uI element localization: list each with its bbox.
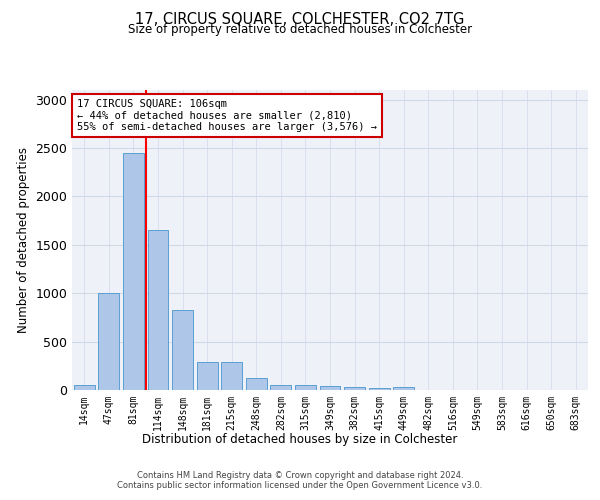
Bar	[123, 153, 144, 390]
Bar	[295, 385, 316, 390]
Bar	[98, 293, 119, 390]
Bar	[74, 385, 95, 390]
Text: 17, CIRCUS SQUARE, COLCHESTER, CO2 7TG: 17, CIRCUS SQUARE, COLCHESTER, CO2 7TG	[136, 12, 464, 28]
Bar	[271, 384, 292, 390]
Text: Contains HM Land Registry data © Crown copyright and database right 2024.
Contai: Contains HM Land Registry data © Crown c…	[118, 470, 482, 490]
Bar	[172, 310, 193, 390]
Bar	[368, 388, 389, 390]
Text: Distribution of detached houses by size in Colchester: Distribution of detached houses by size …	[142, 432, 458, 446]
Text: 17 CIRCUS SQUARE: 106sqm
← 44% of detached houses are smaller (2,810)
55% of sem: 17 CIRCUS SQUARE: 106sqm ← 44% of detach…	[77, 99, 377, 132]
Bar	[344, 387, 365, 390]
Y-axis label: Number of detached properties: Number of detached properties	[17, 147, 30, 333]
Text: Size of property relative to detached houses in Colchester: Size of property relative to detached ho…	[128, 24, 472, 36]
Bar	[221, 362, 242, 390]
Bar	[148, 230, 169, 390]
Bar	[246, 378, 267, 390]
Bar	[197, 362, 218, 390]
Bar	[393, 387, 414, 390]
Bar	[320, 386, 340, 390]
